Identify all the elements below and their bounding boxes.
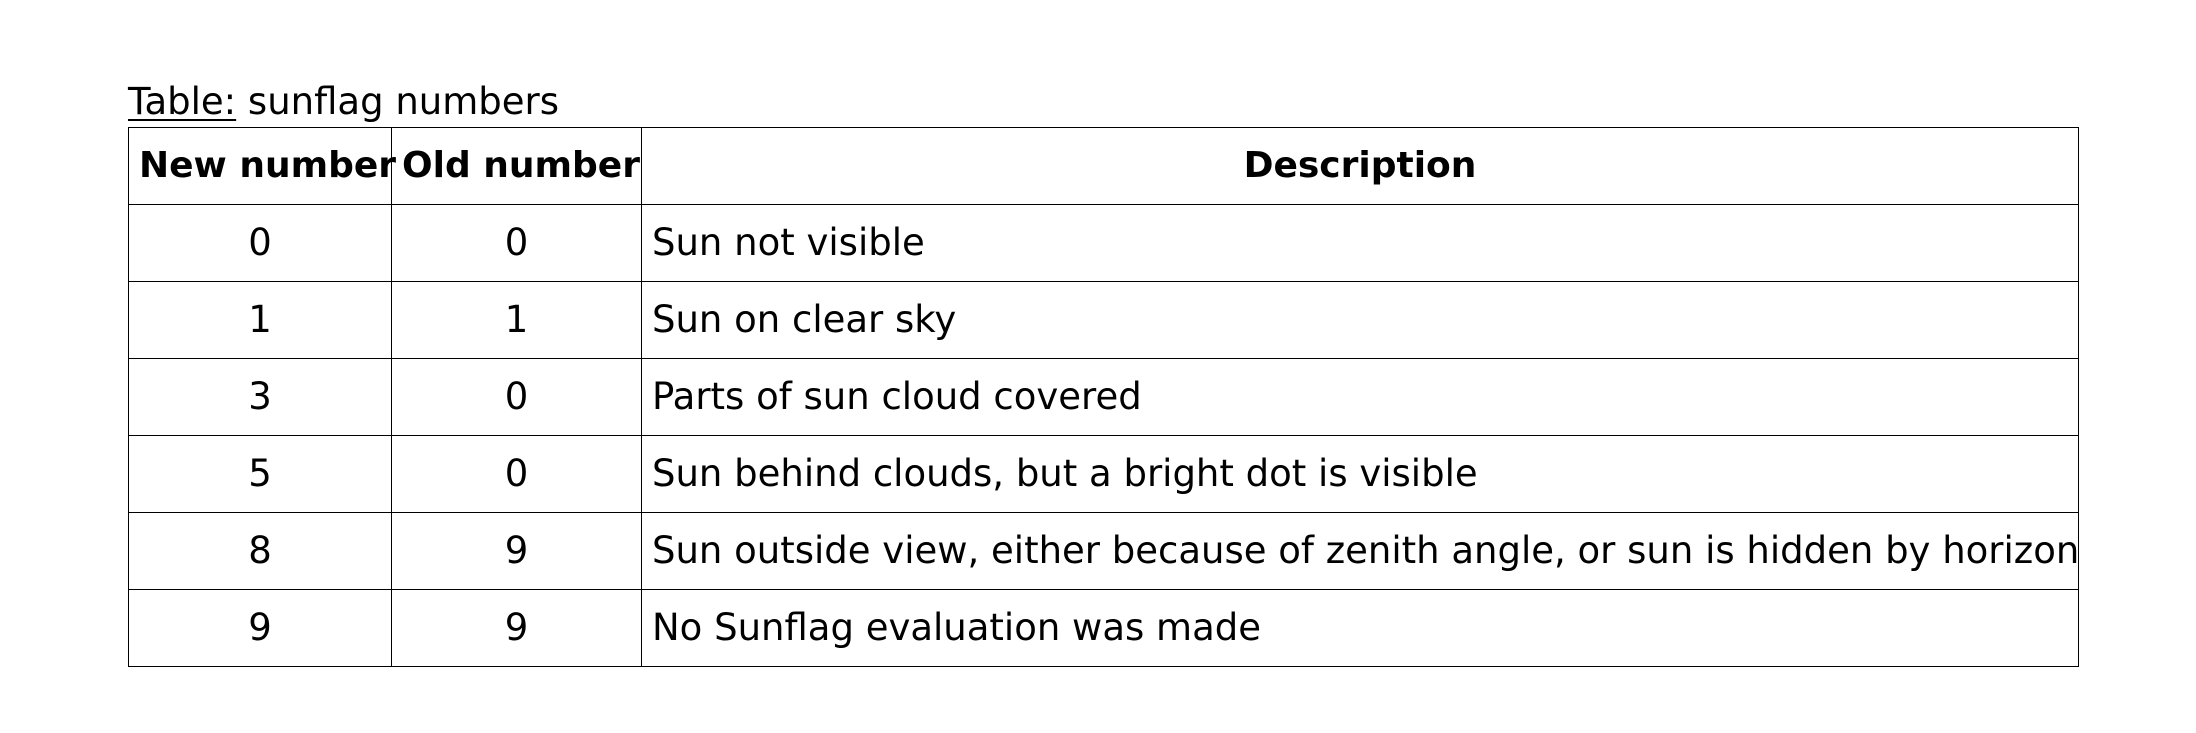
header-old-number: Old number [391,127,642,205]
table-row: 8 9 Sun outside view, either because of … [128,512,2079,590]
cell-description: Sun on clear sky [641,281,2079,359]
table-row: 1 1 Sun on clear sky [128,281,2079,359]
cell-description: Sun not visible [641,204,2079,282]
table-caption: Table: sunflag numbers [128,80,559,124]
cell-new-number: 9 [128,589,392,667]
cell-old-number: 0 [391,204,642,282]
header-new-number: New number [128,127,396,205]
cell-new-number: 3 [128,358,392,436]
cell-old-number: 1 [391,281,642,359]
table-row: 0 0 Sun not visible [128,204,2079,282]
cell-description: Parts of sun cloud covered [641,358,2079,436]
cell-description: Sun outside view, either because of zeni… [641,512,2079,590]
header-description: Description [641,127,2079,205]
cell-new-number: 0 [128,204,392,282]
table-row: 5 0 Sun behind clouds, but a bright dot … [128,435,2079,513]
cell-new-number: 1 [128,281,392,359]
table-row: 9 9 No Sunflag evaluation was made [128,589,2079,667]
sunflag-table: New number Old number Description 0 0 Su… [128,127,2079,667]
cell-new-number: 5 [128,435,392,513]
caption-title: sunflag numbers [236,80,560,123]
cell-description: Sun behind clouds, but a bright dot is v… [641,435,2079,513]
cell-old-number: 9 [391,512,642,590]
cell-old-number: 0 [391,358,642,436]
cell-old-number: 9 [391,589,642,667]
table-row: 3 0 Parts of sun cloud covered [128,358,2079,436]
cell-new-number: 8 [128,512,392,590]
caption-label: Table: [128,80,237,123]
cell-old-number: 0 [391,435,642,513]
cell-description: No Sunflag evaluation was made [641,589,2079,667]
table-header-row: New number Old number Description [128,127,2079,205]
